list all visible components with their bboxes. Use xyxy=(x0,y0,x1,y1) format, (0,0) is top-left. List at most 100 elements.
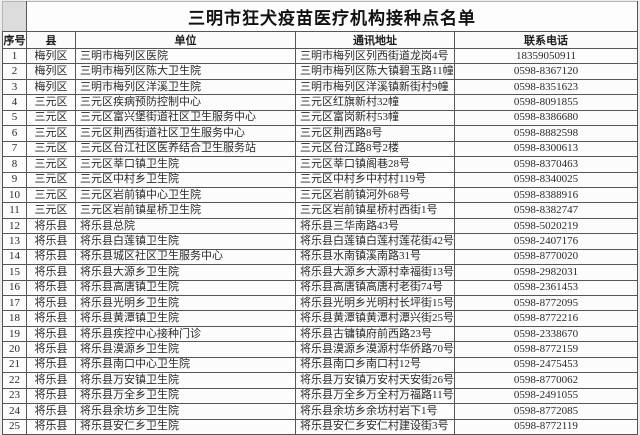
table-row: 10 三元区 三元区岩前镇中心卫生院 三元区岩前镇河外68号 0598-8388… xyxy=(2,186,638,204)
cell-address: 三元区中村乡中村村119号 xyxy=(295,171,455,188)
cell-unit: 三明市梅列区陈大卫生院 xyxy=(75,63,296,80)
cell-address: 将乐县古镛镇府前西路23号 xyxy=(295,325,455,343)
table-row: 18 将乐县 将乐县黄潭镇卫生院 将乐县黄潭镇黄潭村潭兴街25号 0598-87… xyxy=(2,310,638,327)
cell-phone: 0598-8340025 xyxy=(454,171,638,188)
cell-unit: 将乐县南口中心卫生院 xyxy=(75,356,296,374)
column-header-no: 序号 xyxy=(2,31,27,49)
cell-county: 将乐县 xyxy=(26,310,76,327)
cell-phone: 0598-8370463 xyxy=(454,156,638,173)
cell-no: 24 xyxy=(2,403,27,420)
cell-unit: 将乐县白莲镇卫生院 xyxy=(75,233,296,250)
cell-unit: 三明市梅列区医院 xyxy=(75,47,296,65)
table-row: 3 梅列区 三明市梅列区洋溪卫生院 三明市梅列区洋溪镇新街村9幢 0598-83… xyxy=(2,78,638,96)
table-row: 15 将乐县 将乐县大源乡卫生院 将乐县大源乡大源村幸福街13号 0598-29… xyxy=(2,264,638,281)
cell-address: 将乐县南口乡南口村12号 xyxy=(295,356,455,374)
table-row: 21 将乐县 将乐县南口中心卫生院 将乐县南口乡南口村12号 0598-2475… xyxy=(2,356,638,374)
cell-phone: 0598-8772216 xyxy=(454,310,638,327)
table-row: 22 将乐县 将乐县万安镇卫生院 将乐县万安镇万安村天安街26号 0598-87… xyxy=(2,372,638,389)
table-row: 12 将乐县 将乐县总院 将乐县三华南路43号 0598-5020219 xyxy=(2,217,638,235)
table-row: 13 将乐县 将乐县白莲镇卫生院 将乐县白莲镇白莲村莲花街42号 0598-24… xyxy=(2,233,638,250)
cell-county: 将乐县 xyxy=(26,248,76,266)
cell-unit: 三元区岩前镇中心卫生院 xyxy=(75,186,296,204)
cell-county: 三元区 xyxy=(26,171,76,188)
cell-phone: 0598-2491055 xyxy=(454,387,638,405)
cell-no: 19 xyxy=(2,325,27,343)
cell-unit: 将乐县高唐镇卫生院 xyxy=(75,279,296,297)
cell-address: 三明市梅列区陈大镇碧玉路11幢 xyxy=(295,63,455,80)
cell-no: 23 xyxy=(2,387,27,405)
cell-no: 10 xyxy=(2,186,27,204)
cell-phone: 0598-2475453 xyxy=(454,356,638,374)
cell-phone: 18359050911 xyxy=(454,47,638,65)
column-header-phone: 联系电话 xyxy=(454,31,638,49)
cell-phone: 0598-2338670 xyxy=(454,325,638,343)
table-row: 11 三元区 三元区岩前镇星桥卫生院 三元区岩前镇星桥村西街1号 0598-83… xyxy=(2,202,638,219)
cell-unit: 三元区荆西街道社区卫生服务中心 xyxy=(75,125,296,142)
table-row: 19 将乐县 将乐县疾控中心接种门诊 将乐县古镛镇府前西路23号 0598-23… xyxy=(2,325,638,343)
cell-county: 将乐县 xyxy=(26,372,76,389)
table-header-row: 序号 县 单位 通讯地址 联系电话 xyxy=(2,31,638,49)
cell-unit: 将乐县万全乡卫生院 xyxy=(75,387,296,405)
cell-county: 将乐县 xyxy=(26,341,76,358)
cell-address: 三元区台江路8号2楼 xyxy=(295,140,455,158)
cell-no: 9 xyxy=(2,171,27,188)
cell-address: 将乐县白莲镇白莲村莲花街42号 xyxy=(295,233,455,250)
cell-county: 将乐县 xyxy=(26,264,76,281)
cell-phone: 0598-8772119 xyxy=(454,418,638,435)
cell-unit: 将乐县万安镇卫生院 xyxy=(75,372,296,389)
cell-no: 21 xyxy=(2,356,27,374)
cell-unit: 将乐县城区社区卫生服务中心 xyxy=(75,248,296,266)
table-row: 8 三元区 三元区莘口镇卫生院 三元区莘口镇阁巷28号 0598-8370463 xyxy=(2,156,638,173)
cell-address: 将乐县三华南路43号 xyxy=(295,217,455,235)
cell-county: 将乐县 xyxy=(26,325,76,343)
cell-county: 将乐县 xyxy=(26,403,76,420)
cell-county: 将乐县 xyxy=(26,279,76,297)
cell-phone: 0598-8300613 xyxy=(454,140,638,158)
cell-address: 将乐县万安镇万安村天安街26号 xyxy=(295,372,455,389)
cell-unit: 三元区岩前镇星桥卫生院 xyxy=(75,202,296,219)
cell-address: 三明市梅列区列西街道龙岗4号 xyxy=(295,47,455,65)
page-title: 三明市狂犬疫苗医疗机构接种点名单 xyxy=(26,1,638,32)
cell-phone: 0598-8882598 xyxy=(454,125,638,142)
cell-no: 17 xyxy=(2,294,27,312)
cell-phone: 0598-8770020 xyxy=(454,248,638,266)
table-row: 7 三元区 三元区台江社区医养结合卫生服务站 三元区台江路8号2楼 0598-8… xyxy=(2,140,638,158)
cell-phone: 0598-8770062 xyxy=(454,372,638,389)
cell-county: 将乐县 xyxy=(26,294,76,312)
cell-no: 5 xyxy=(2,109,27,127)
cell-address: 三元区岩前镇河外68号 xyxy=(295,186,455,204)
cell-no: 20 xyxy=(2,341,27,358)
cell-no: 15 xyxy=(2,264,27,281)
cell-unit: 将乐县大源乡卫生院 xyxy=(75,264,296,281)
cell-county: 梅列区 xyxy=(26,63,76,80)
cell-address: 三元区红旗新村32幢 xyxy=(295,94,455,111)
cell-phone: 0598-2407176 xyxy=(454,233,638,250)
column-header-address: 通讯地址 xyxy=(295,31,455,49)
column-header-unit: 单位 xyxy=(75,31,296,49)
cell-no: 4 xyxy=(2,94,27,111)
cell-county: 三元区 xyxy=(26,156,76,173)
cell-no: 1 xyxy=(2,47,27,65)
title-row: 三明市狂犬疫苗医疗机构接种点名单 xyxy=(2,1,638,32)
cell-county: 三元区 xyxy=(26,140,76,158)
cell-county: 梅列区 xyxy=(26,78,76,96)
cell-unit: 三元区莘口镇卫生院 xyxy=(75,156,296,173)
cell-unit: 将乐县光明乡卫生院 xyxy=(75,294,296,312)
cell-unit: 将乐县余坊乡卫生院 xyxy=(75,403,296,420)
cell-address: 三元区荆西路8号 xyxy=(295,125,455,142)
cell-unit: 将乐县漠源乡卫生院 xyxy=(75,341,296,358)
cell-address: 将乐县水南镇溪南路31号 xyxy=(295,248,455,266)
cell-county: 梅列区 xyxy=(26,47,76,65)
cell-phone: 0598-8772159 xyxy=(454,341,638,358)
cell-unit: 将乐县黄潭镇卫生院 xyxy=(75,310,296,327)
cell-unit: 三元区疾病预防控制中心 xyxy=(75,94,296,111)
cell-address: 将乐县光明乡光明村长坪街15号 xyxy=(295,294,455,312)
cell-address: 将乐县大源乡大源村幸福街13号 xyxy=(295,264,455,281)
cell-no: 11 xyxy=(2,202,27,219)
cell-county: 三元区 xyxy=(26,109,76,127)
cell-no: 2 xyxy=(2,63,27,80)
table-row: 1 梅列区 三明市梅列区医院 三明市梅列区列西街道龙岗4号 1835905091… xyxy=(2,47,638,65)
cell-address: 将乐县余坊乡余坊村岩下1号 xyxy=(295,403,455,420)
